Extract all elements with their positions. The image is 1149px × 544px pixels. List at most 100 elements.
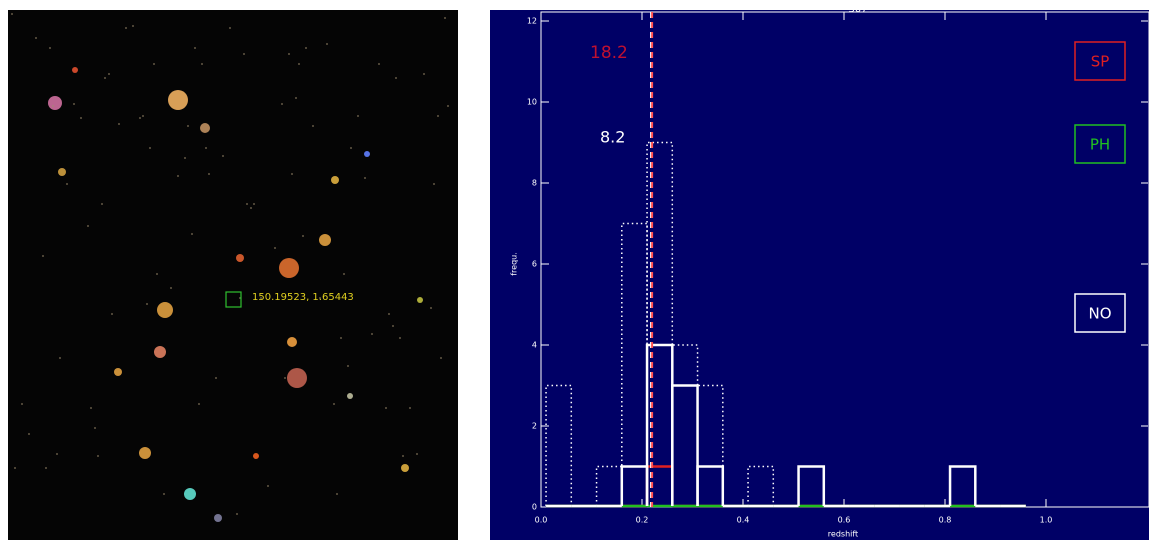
faint-star: [146, 303, 148, 305]
faint-star: [80, 117, 82, 119]
y-tick-label: 4: [532, 341, 537, 350]
legend-label: NO: [1088, 305, 1111, 323]
faint-star: [437, 115, 439, 117]
x-tick-label: 0.6: [838, 516, 851, 525]
faint-star: [201, 63, 203, 65]
faint-star: [108, 73, 110, 75]
faint-star: [59, 357, 61, 359]
faint-star: [118, 123, 120, 125]
faint-star: [284, 377, 286, 379]
faint-star: [295, 97, 297, 99]
star: [347, 393, 353, 399]
x-axis-label: redshift: [828, 530, 858, 539]
star: [184, 488, 196, 500]
y-axis-label: frequ.: [510, 252, 519, 276]
star: [417, 297, 423, 303]
faint-star: [302, 235, 304, 237]
faint-star: [153, 63, 155, 65]
star: [214, 514, 222, 522]
star: [401, 464, 409, 472]
faint-star: [163, 493, 165, 495]
faint-star: [423, 73, 425, 75]
star: [168, 90, 188, 110]
faint-star: [392, 325, 394, 327]
faint-star: [253, 203, 255, 205]
star: [48, 96, 62, 110]
star: [253, 453, 259, 459]
star: [157, 302, 173, 318]
faint-star: [444, 17, 446, 19]
faint-star: [187, 125, 189, 127]
faint-star: [447, 105, 449, 107]
x-tick-label: 0.0: [535, 516, 548, 525]
faint-star: [73, 103, 75, 105]
faint-star: [35, 37, 37, 39]
plot-background: [490, 10, 1149, 540]
star: [364, 151, 370, 157]
y-tick-label: 10: [527, 98, 537, 107]
faint-star: [267, 485, 269, 487]
faint-star: [378, 63, 380, 65]
y-tick-label: 8: [532, 179, 537, 188]
star: [287, 368, 307, 388]
faint-star: [191, 233, 193, 235]
faint-star: [28, 433, 30, 435]
faint-star: [194, 47, 196, 49]
x-tick-label: 0.8: [939, 516, 952, 525]
star: [139, 447, 151, 459]
faint-star: [399, 337, 401, 339]
faint-star: [87, 225, 89, 227]
faint-star: [416, 453, 418, 455]
x-tick-label: 0.4: [737, 516, 750, 525]
faint-star: [170, 287, 172, 289]
faint-star: [205, 147, 207, 149]
star: [287, 337, 297, 347]
faint-star: [281, 103, 283, 105]
y-tick-label: 6: [532, 260, 537, 269]
faint-star: [236, 513, 238, 515]
faint-star: [385, 407, 387, 409]
faint-star: [246, 203, 248, 205]
faint-star: [90, 407, 92, 409]
faint-star: [229, 27, 231, 29]
faint-star: [184, 157, 186, 159]
faint-star: [14, 467, 16, 469]
histogram-bin: [671, 384, 699, 506]
star: [200, 123, 210, 133]
faint-star: [409, 407, 411, 409]
faint-star: [350, 147, 352, 149]
histogram-bin: [696, 465, 725, 506]
faint-star: [104, 77, 106, 79]
faint-star: [215, 377, 217, 379]
coordinate-label: 150.19523, 1.65443: [252, 292, 354, 303]
faint-star: [340, 337, 342, 339]
faint-star: [139, 117, 141, 119]
faint-star: [97, 455, 99, 457]
faint-star: [288, 53, 290, 55]
faint-star: [371, 333, 373, 335]
faint-star: [274, 247, 276, 249]
histogram-bin: [948, 465, 977, 506]
faint-star: [177, 175, 179, 177]
faint-star: [243, 53, 245, 55]
faint-star: [433, 183, 435, 185]
star: [154, 346, 166, 358]
faint-star: [94, 427, 96, 429]
legend-label: SP: [1091, 53, 1110, 71]
faint-star: [388, 313, 390, 315]
chart-title: 307: [848, 4, 867, 15]
faint-star: [326, 43, 328, 45]
faint-star: [347, 365, 349, 367]
star: [279, 258, 299, 278]
faint-star: [402, 455, 404, 457]
stars: [11, 13, 449, 522]
faint-star: [45, 467, 47, 469]
sky-image: [8, 10, 458, 540]
faint-star: [52, 105, 54, 107]
faint-star: [343, 273, 345, 275]
faint-star: [21, 403, 23, 405]
faint-star: [101, 203, 103, 205]
y-tick-label: 12: [527, 17, 537, 26]
